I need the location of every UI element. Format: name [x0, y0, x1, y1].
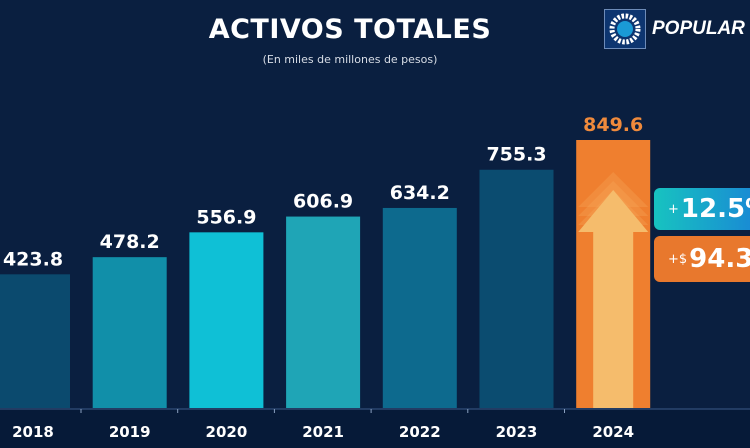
- data-label-2018: 423.8: [3, 248, 63, 270]
- data-label-2021: 606.9: [293, 191, 353, 213]
- data-label-2020: 556.9: [196, 206, 256, 228]
- growth-amount-badge: +$ 94.3: [654, 236, 750, 282]
- bar-2018: [0, 274, 70, 408]
- bar-2023: [479, 169, 554, 408]
- abs-value: 94.3: [689, 244, 750, 274]
- x-tick-label-2022: 2022: [399, 423, 441, 441]
- growth-percent-badge: +12.5%: [654, 188, 750, 230]
- chart-subtitle: (En miles de millones de pesos): [262, 53, 438, 66]
- x-tick-label-2018: 2018: [12, 423, 54, 441]
- data-label-2024: 849.6: [583, 114, 643, 136]
- x-tick-label-2023: 2023: [496, 423, 538, 441]
- logo-text: POPULAR: [652, 18, 745, 39]
- x-tick-label-2019: 2019: [109, 423, 151, 441]
- chart-title: ACTIVOS TOTALES: [208, 14, 492, 45]
- data-label-2023: 755.3: [486, 144, 546, 166]
- up-arrow-icon: [578, 190, 649, 408]
- x-tick-label-2021: 2021: [302, 423, 344, 441]
- popular-sun-icon: [604, 9, 646, 49]
- x-axis-band: [0, 409, 750, 448]
- arrow-head-glow: [578, 172, 649, 207]
- pct-prefix: +: [668, 201, 679, 217]
- abs-prefix: +$: [668, 251, 688, 267]
- pct-value: 12.5%: [680, 194, 750, 224]
- x-tick-label-2020: 2020: [206, 423, 248, 441]
- bar-2021: [286, 216, 361, 408]
- data-label-2022: 634.2: [390, 182, 450, 204]
- bar-2022: [382, 207, 457, 408]
- bar-2019: [92, 257, 167, 408]
- x-tick-label-2024: 2024: [592, 423, 634, 441]
- bar-2020: [189, 232, 264, 408]
- data-label-2019: 478.2: [100, 231, 160, 253]
- popular-logo: POPULAR: [604, 9, 745, 49]
